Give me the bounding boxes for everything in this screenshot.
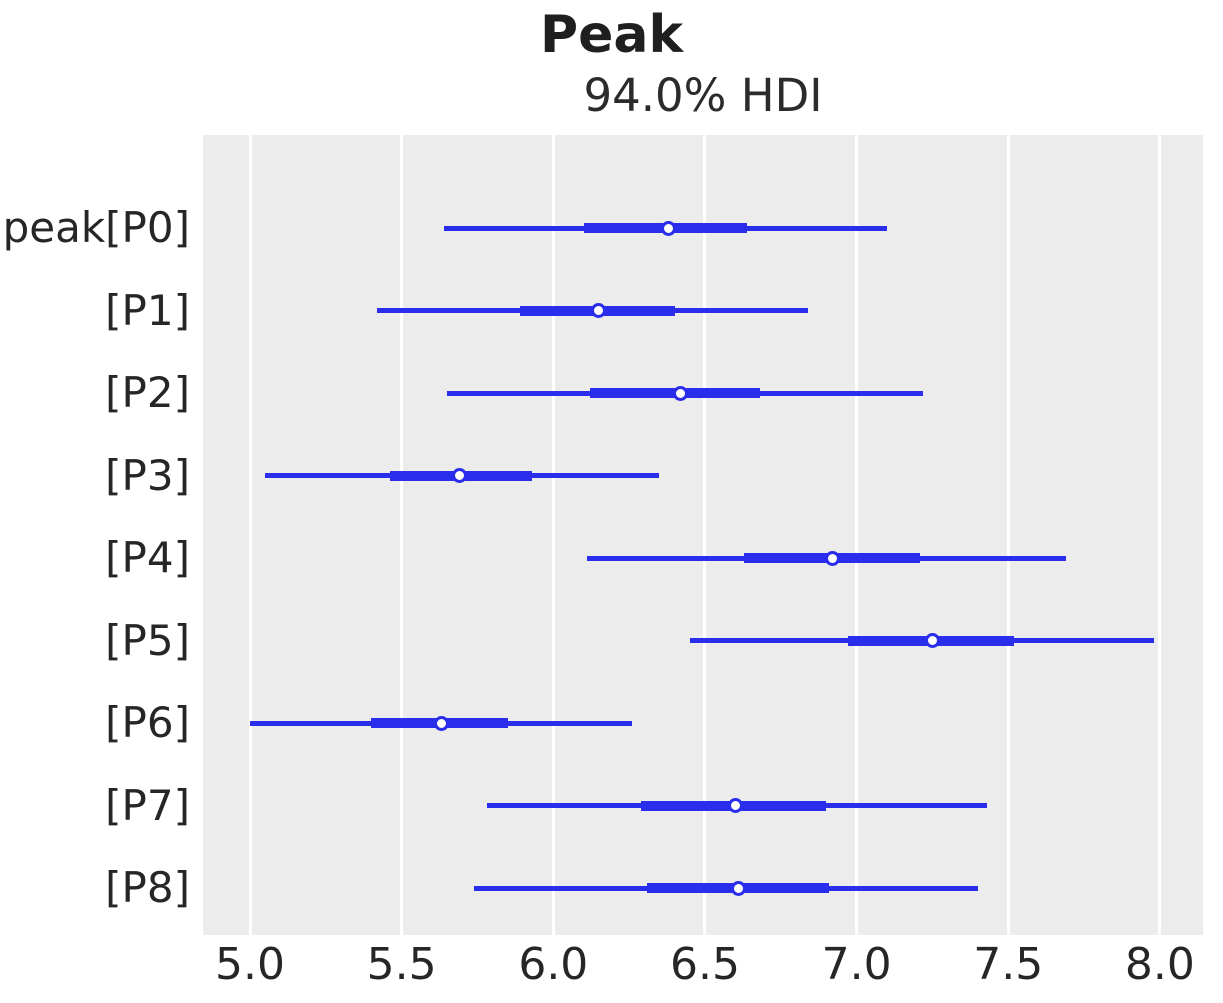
x-tick-label: 6.5 <box>669 939 740 990</box>
gridline <box>1158 135 1162 935</box>
row-label: peak[P0] <box>2 203 190 252</box>
row-label: [P2] <box>105 368 190 417</box>
row-label: [P3] <box>105 450 190 500</box>
median-marker <box>824 550 840 566</box>
row-label: [P7] <box>105 780 190 830</box>
x-tick-label: 8.0 <box>1124 939 1195 990</box>
gridline <box>400 135 404 935</box>
gridline <box>248 135 252 935</box>
median-marker <box>661 220 677 236</box>
x-tick-label: 5.0 <box>215 939 285 990</box>
plot-area <box>203 135 1203 935</box>
row-label: [P5] <box>105 615 190 665</box>
x-tick-label: 7.5 <box>973 939 1044 990</box>
row-label: [P1] <box>105 285 190 335</box>
figure-title: Peak <box>539 5 684 65</box>
gridline <box>703 135 707 935</box>
gridline <box>551 135 555 935</box>
gridline <box>855 135 859 935</box>
median-marker <box>451 468 467 483</box>
median-marker <box>730 880 746 896</box>
row-label: [P6] <box>105 698 190 747</box>
median-marker <box>433 715 449 731</box>
median-marker <box>924 633 940 648</box>
median-marker <box>673 385 689 401</box>
row-label: [P8] <box>105 863 190 912</box>
row-label: [P4] <box>105 533 190 582</box>
x-tick-label: 7.0 <box>821 939 892 990</box>
hdi-subtitle: 94.0% HDI <box>583 69 823 122</box>
median-marker <box>591 303 607 318</box>
gridline <box>1006 135 1010 935</box>
x-tick-label: 5.5 <box>366 939 437 990</box>
median-marker <box>727 798 743 813</box>
x-tick-label: 6.0 <box>518 939 589 990</box>
